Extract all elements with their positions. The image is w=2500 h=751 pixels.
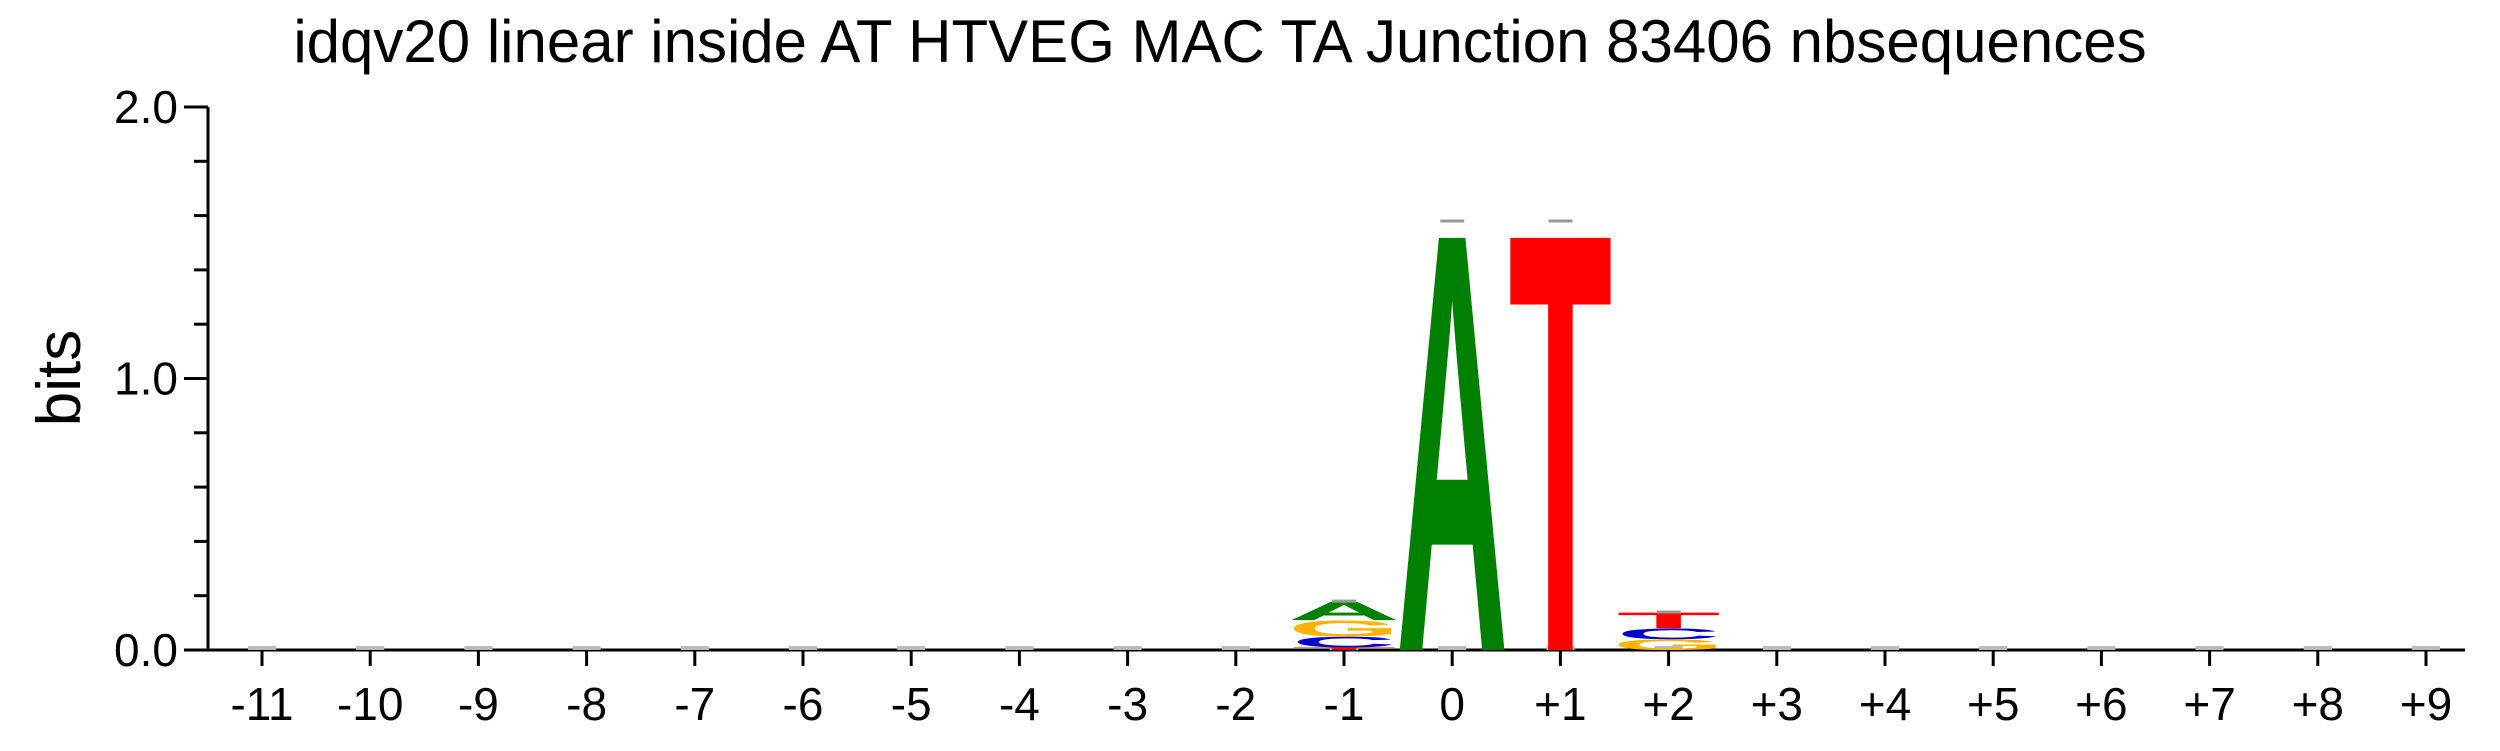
x-tick-label: -3 [1107,678,1148,730]
y-tick-label: 1.0 [114,353,178,405]
position-baseline-marker [2412,646,2440,650]
chart-title: idqv20 linear inside AT HTVEG MAC TA Jun… [293,8,2146,75]
x-tick-label: +8 [2292,678,2344,730]
letter-T: T [1292,647,1396,651]
x-tick-label: -4 [999,678,1040,730]
x-tick-label: 0 [1439,678,1465,730]
x-tick-label: -2 [1215,678,1256,730]
x-tick-label: +7 [2183,678,2235,730]
x-tick-label: +2 [1642,678,1694,730]
x-tick-label: -10 [337,678,403,730]
x-tick-label: -1 [1324,678,1365,730]
stack-+1: T [1508,109,1612,751]
position-baseline-marker [1762,646,1791,650]
letter-A: A [1396,108,1509,751]
y-tick-label: 2.0 [114,81,178,133]
position-baseline-marker [464,646,493,650]
stack-+2: GCT [1613,608,1725,654]
x-tick-label: -9 [458,678,499,730]
letter-G: G [1288,616,1400,641]
x-tick-label: +1 [1534,678,1586,730]
position-baseline-marker [1438,646,1467,650]
x-tick-label: -11 [230,678,293,730]
position-baseline-marker [1221,646,1250,650]
position-baseline-marker [1979,646,2008,650]
position-baseline-marker [789,646,817,650]
position-baseline-marker [2195,646,2224,650]
x-tick-label: +5 [1967,678,2019,730]
position-baseline-marker [2303,646,2332,650]
axes: 0.01.02.0-11 -10 -9 -8 -7 -6 -5 -4 -3 -2 -1 0 +1 +2 +3… [114,81,2465,730]
position-baseline-marker [1871,646,1899,650]
x-tick-label: +3 [1751,678,1803,730]
stack-0: A [1396,108,1509,751]
position-baseline-marker [1330,646,1358,650]
position-baseline-marker [897,646,926,650]
letter-C: C [1617,625,1721,642]
position-baseline-marker [1546,646,1575,650]
y-tick-label: 0.0 [114,624,178,676]
position-baseline-marker [248,646,276,650]
position-baseline-marker [356,646,385,650]
y-axis-label: bits [25,330,94,426]
position-baseline-marker [1654,646,1683,650]
position-baseline-marker [572,646,601,650]
x-tick-label: -7 [674,678,715,730]
letter-C: C [1292,634,1396,651]
position-baseline-marker [1005,646,1034,650]
position-baseline-marker [680,646,709,650]
x-tick-label: -6 [783,678,824,730]
x-tick-label: -5 [891,678,932,730]
position-baseline-marker [1113,646,1142,650]
x-tick-label: +9 [2400,678,2452,730]
letter-T: T [1508,109,1612,751]
x-tick-label: +4 [1859,678,1911,730]
x-tick-label: +6 [2075,678,2127,730]
position-baseline-marker [2087,646,2116,650]
x-tick-label: -8 [566,678,607,730]
letter-G: G [1613,636,1725,653]
